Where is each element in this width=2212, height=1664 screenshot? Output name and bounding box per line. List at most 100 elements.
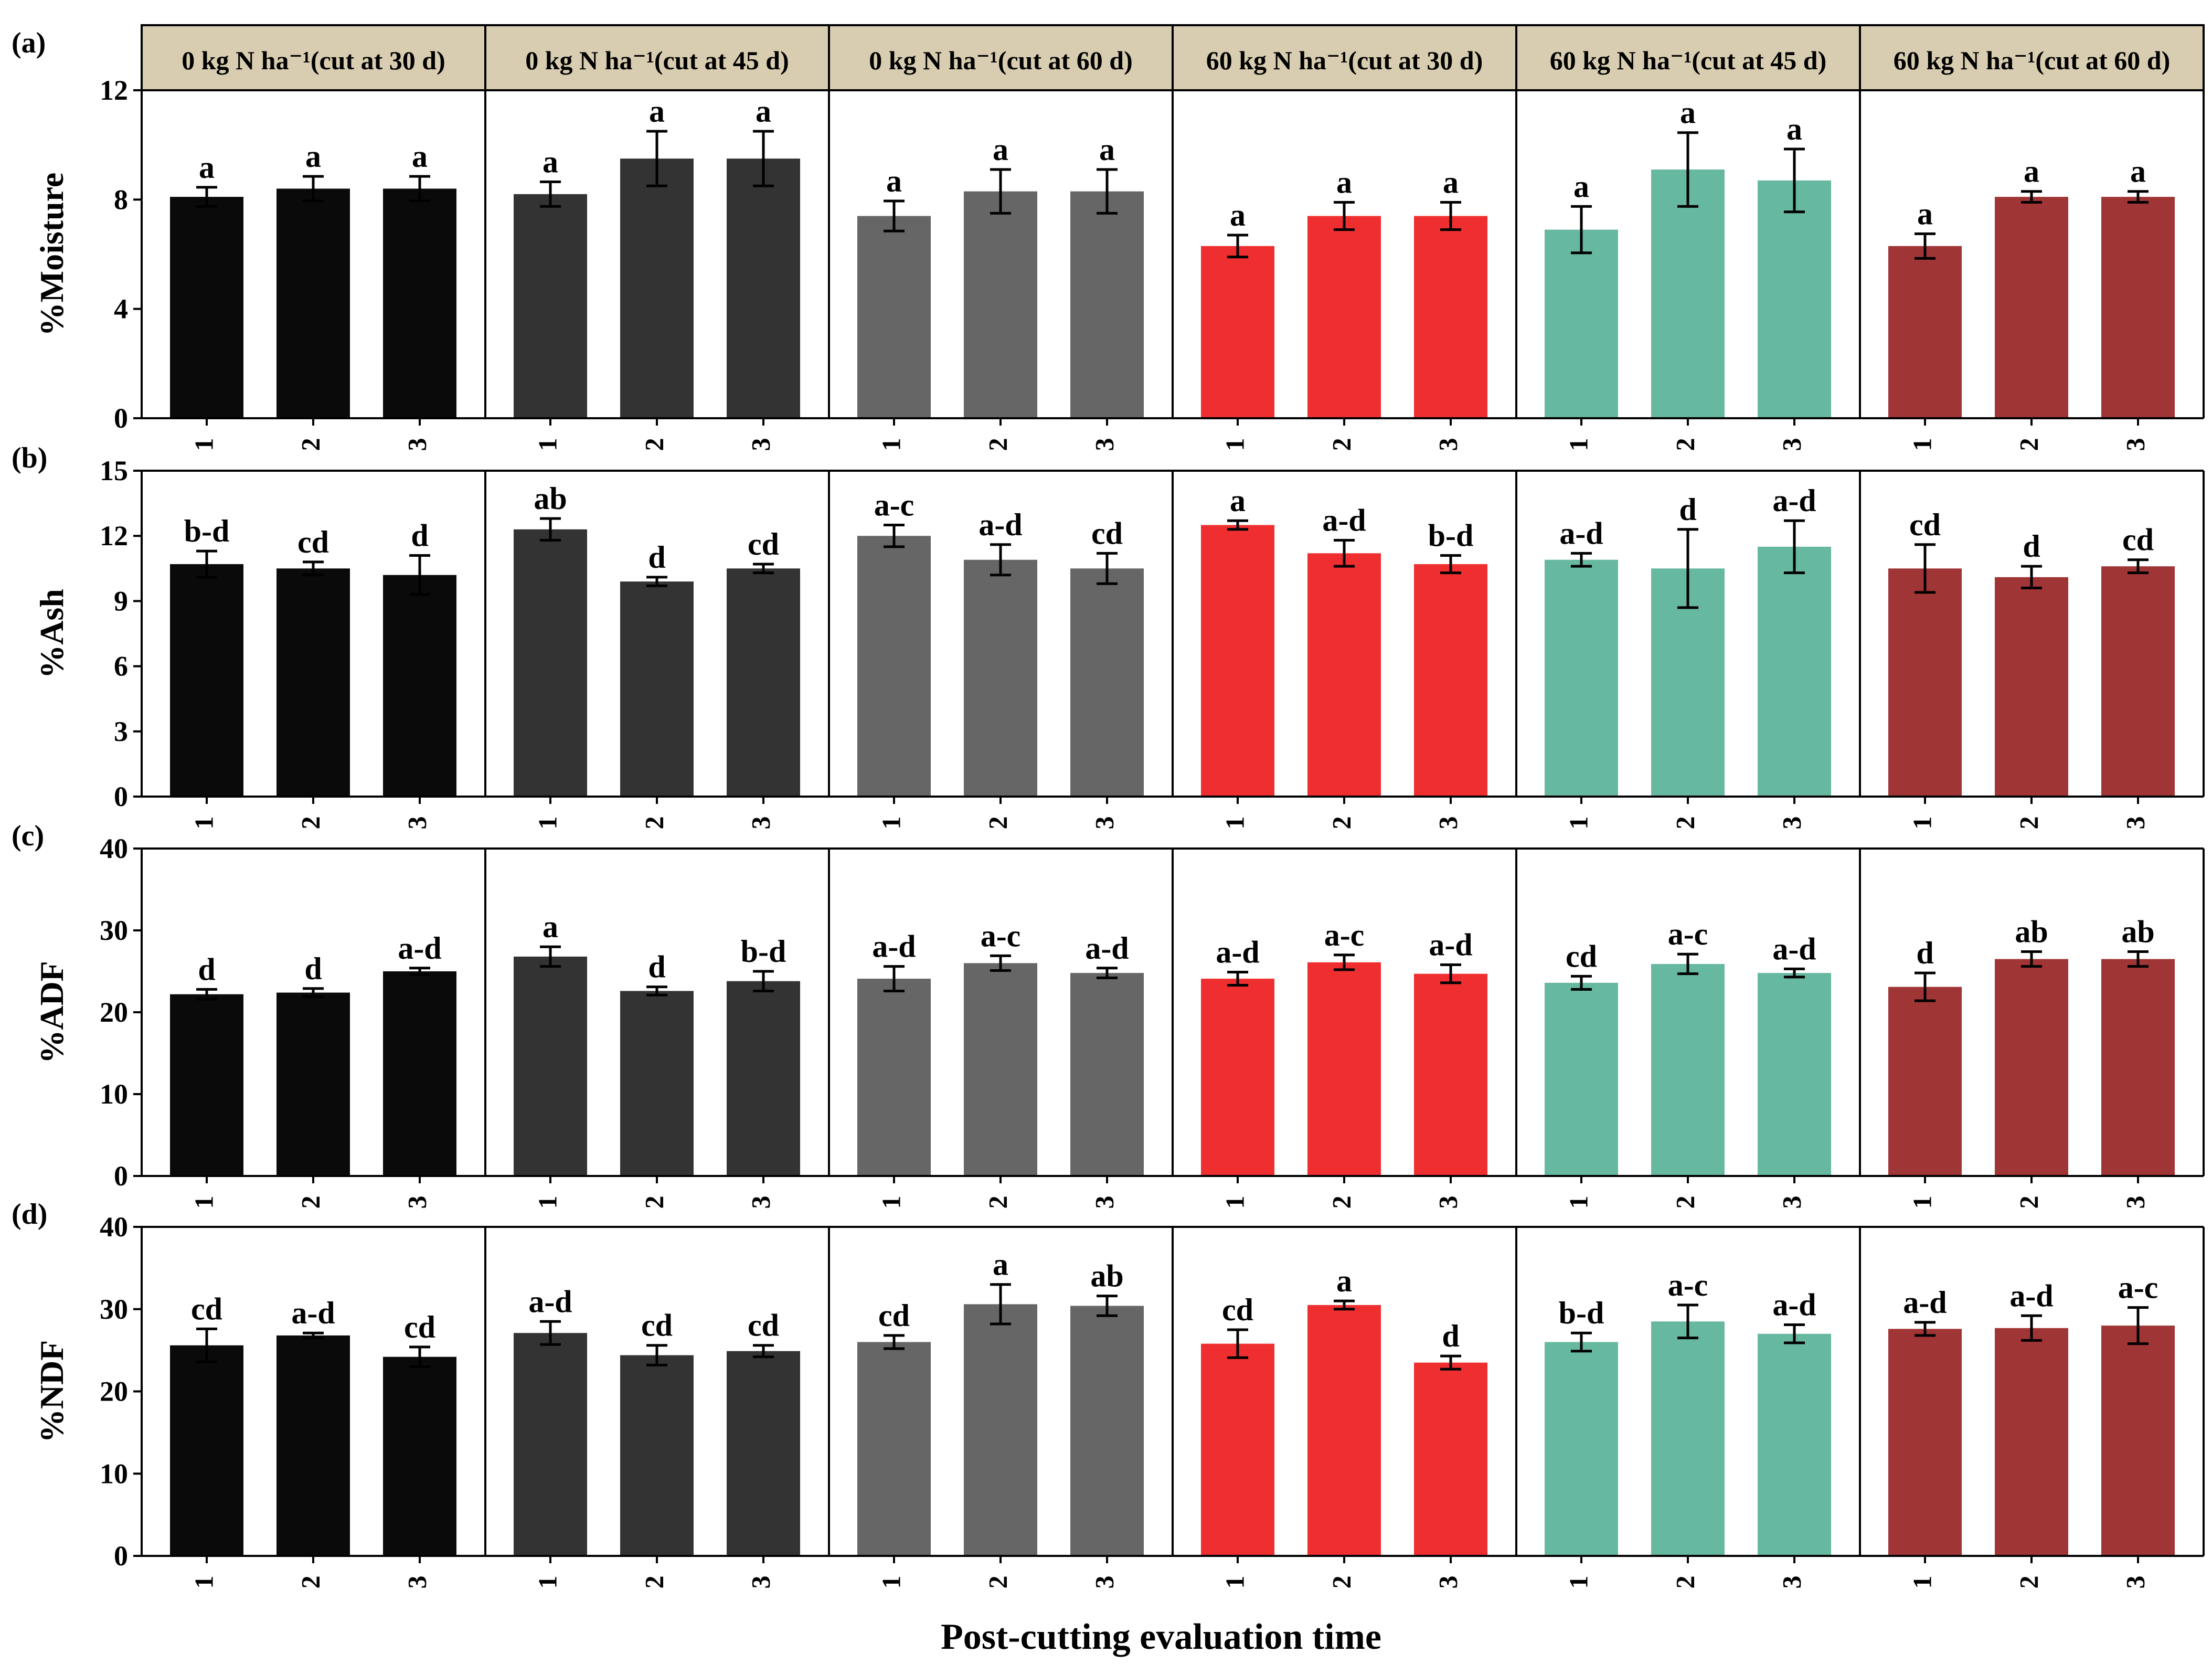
bar [1414,973,1487,1176]
error-bar [1784,519,1805,575]
significance-label: a-d [1085,931,1129,966]
y-tick-label: 30 [100,1294,128,1325]
significance-label: a-d [291,1296,335,1330]
bar [170,994,243,1176]
bar [964,191,1037,418]
x-axis-label: Post-cutting evaluation time [941,1617,1381,1657]
panel-letter: (a) [12,27,46,59]
x-tick-label: 3 [746,1576,775,1589]
panel-letter: (b) [12,442,47,474]
panel-headers: 0 kg N ha⁻¹(cut at 30 d) 0 kg N ha⁻¹(cut … [141,24,2205,91]
y-tick-label: 10 [100,1078,128,1110]
x-tick-label: 3 [1433,817,1462,830]
bar [2101,566,2175,797]
x-tick-label: 1 [533,1196,562,1209]
x-tick-label: 3 [402,817,431,830]
significance-label: d [648,950,665,984]
error-bar [1571,1331,1592,1353]
x-tick-label: 3 [1777,1196,1806,1209]
x-tick-label: 3 [402,438,431,451]
error-bar [1334,953,1355,971]
significance-label: cd [191,1291,222,1326]
error-bar [409,1345,430,1368]
error-bar [1097,552,1118,585]
bar [2101,959,2175,1176]
y-tick-label: 0 [114,402,128,434]
error-bar [1784,967,1805,979]
bar [857,536,931,797]
x-tick-label: 3 [1433,1196,1462,1209]
error-bar [646,985,667,997]
bar [514,956,587,1176]
x-tick-label: 1 [1564,438,1593,451]
significance-label: cd [1091,516,1123,550]
panel-header-label: 60 kg N ha⁻¹(cut at 45 d) [1550,46,1827,75]
error-bar [1677,131,1698,208]
x-tick-label: 3 [402,1196,431,1209]
significance-label: d [411,518,428,553]
bar [1201,1343,1274,1556]
x-tick-label: 3 [1433,438,1462,451]
significance-label: cd [748,1308,779,1343]
panel-header-label: 60 kg N ha⁻¹(cut at 30 d) [1206,46,1483,75]
y-axis-label: %Ash [33,589,70,679]
x-tick-label: 1 [1220,1196,1249,1209]
significance-label: b-d [1559,1296,1604,1330]
significance-label: cd [404,1310,435,1344]
error-bar [1571,205,1592,255]
error-bar [1097,1295,1118,1317]
bar [514,1333,587,1556]
chart-row: (c) %ADF d d a-d 1 2 3 a d b-d 1 2 3 a-d a-c a-d 1 2 3 a-d a-… [12,820,2205,1209]
bar [1545,982,1618,1176]
error-bar [196,988,217,1001]
significance-label: cd [1566,939,1597,973]
y-axis-label: %ADF [33,961,70,1064]
y-tick-label: 4 [114,293,128,325]
error-bar [303,560,324,577]
x-tick-label: 3 [1777,438,1806,451]
x-tick-label: 2 [639,817,668,830]
panel-header-box [828,24,1174,91]
error-bar [1440,554,1461,575]
x-tick-label: 2 [983,1576,1012,1589]
bar [727,1351,800,1556]
bar [1888,1329,1962,1556]
significance-label: a-c [1668,917,1708,951]
x-tick-label: 1 [1564,1576,1593,1589]
bar [1201,979,1274,1176]
bar [1201,525,1274,797]
error-bar [1784,1323,1805,1344]
x-tick-label: 3 [1089,438,1119,451]
x-tick-label: 2 [983,1196,1012,1209]
x-tick-label: 1 [189,817,218,830]
x-tick-label: 1 [876,817,906,830]
significance-label: ab [2015,915,2048,949]
significance-label: a-d [1772,931,1816,966]
x-tick-label: 2 [1326,817,1356,830]
x-tick-label: 1 [1907,1576,1937,1589]
significance-label: a [1336,1264,1352,1298]
significance-label: d [2023,529,2040,564]
y-axis-label: %Moisture [33,173,70,336]
bar [857,216,931,418]
significance-label: a [1336,165,1352,200]
significance-label: a-d [1903,1285,1947,1320]
error-bar [196,186,217,208]
error-bar [990,168,1011,215]
x-tick-label: 1 [876,1576,906,1589]
bar [1414,216,1487,418]
y-tick-label: 20 [100,1376,128,1407]
significance-label: cd [297,525,329,559]
bar [727,981,800,1176]
y-tick-label: 8 [114,184,128,215]
x-tick-label: 2 [639,1576,668,1589]
error-bar [540,180,561,208]
y-tick-label: 12 [100,75,128,106]
error-bar [1571,552,1592,568]
significance-label: cd [1909,507,1941,542]
x-tick-label: 1 [1220,438,1249,451]
